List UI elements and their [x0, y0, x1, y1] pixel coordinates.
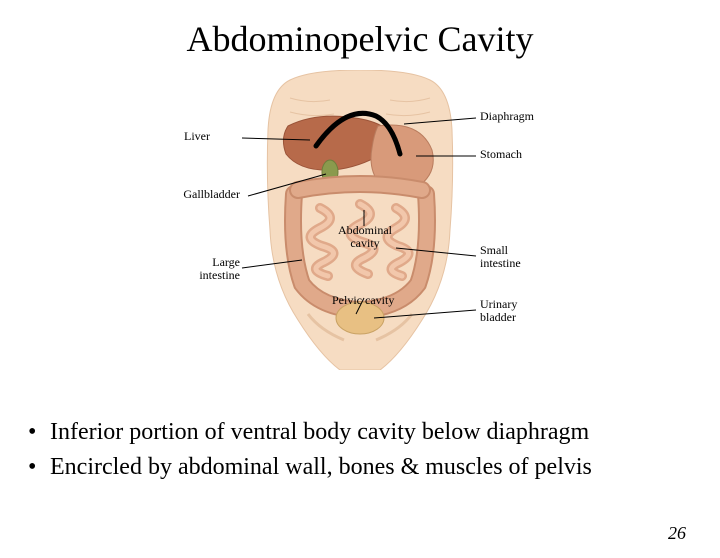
- anatomy-diagram: Liver Gallbladder Large intestine Diaphr…: [120, 70, 600, 370]
- page-number: 26: [668, 523, 686, 544]
- page-title: Abdominopelvic Cavity: [0, 18, 720, 60]
- bullet-list: Inferior portion of ventral body cavity …: [28, 418, 700, 482]
- bullet-item: Inferior portion of ventral body cavity …: [28, 418, 700, 447]
- label-pelvic-cavity: Pelvic cavity: [332, 294, 394, 307]
- label-abdominal-cavity: Abdominal cavity: [338, 224, 392, 250]
- label-stomach: Stomach: [480, 148, 522, 161]
- label-gallbladder: Gallbladder: [183, 188, 240, 201]
- label-small-intestine: Small intestine: [480, 244, 521, 270]
- label-liver: Liver: [184, 130, 210, 143]
- label-urinary-bladder: Urinary bladder: [480, 298, 517, 324]
- bullet-item: Encircled by abdominal wall, bones & mus…: [28, 453, 700, 482]
- label-large-intestine: Large intestine: [199, 256, 240, 282]
- label-diaphragm: Diaphragm: [480, 110, 534, 123]
